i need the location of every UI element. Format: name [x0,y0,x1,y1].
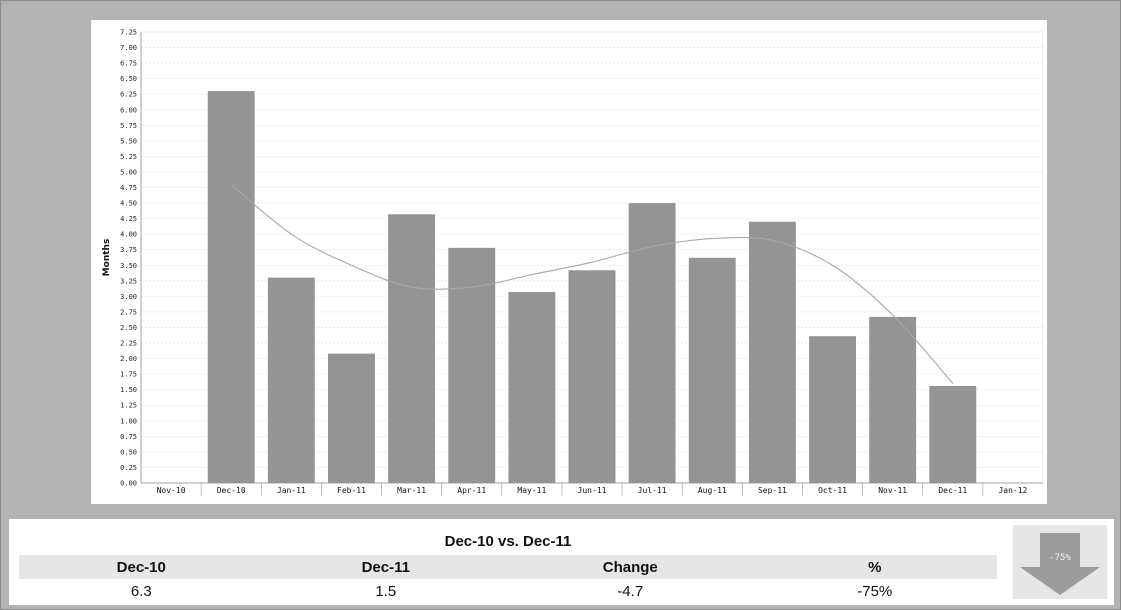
y-tick-label: 0.75 [120,433,137,441]
header-percent: % [752,555,997,579]
bar-chart: 0.00 0.25 0.50 0.75 1.00 1.25 1.50 1.75 2.00 2.25… [102,29,1044,496]
x-tick-label-Mar-11: Mar-11 [397,486,426,495]
y-tick-label: 6.50 [120,75,137,83]
y-tick-label: 6.25 [120,91,137,99]
y-tick-label: 7.25 [120,29,137,37]
value-change: -4.7 [508,579,753,603]
comparison-header-row: Dec-10 Dec-11 Change % [19,555,997,579]
chart-panel: 0.00 0.25 0.50 0.75 1.00 1.25 1.50 1.75 2.00 2.25… [91,20,1047,504]
bar-Apr-11 [448,247,496,483]
y-tick-label: 4.00 [120,231,137,239]
bar-Jan-11 [267,277,315,483]
y-tick-label: 0.25 [120,464,137,472]
trend-line [230,183,954,384]
x-tick-label-Nov-11: Nov-11 [878,486,907,495]
y-tick-label: 5.50 [120,137,137,145]
x-tick-label-Nov-10: Nov-10 [157,486,186,495]
y-tick-label: 6.75 [120,60,137,68]
y-tick-label: 3.75 [120,246,137,254]
y-tick-label: 2.25 [120,340,137,348]
y-tick-label: 4.25 [120,215,137,223]
y-tick-label: 6.00 [120,106,137,114]
bar-Nov-11 [869,316,917,483]
indicator-label: -75% [1049,553,1071,563]
x-tick-label-Jul-11: Jul-11 [638,486,667,495]
y-tick-label: 2.50 [120,324,137,332]
y-tick-label: 2.75 [120,308,137,316]
x-tick-label-Jun-11: Jun-11 [578,486,607,495]
y-tick-label: 3.25 [120,277,137,285]
header-change: Change [508,555,753,579]
y-tick-label: 3.00 [120,293,137,301]
x-tick-label-Feb-11: Feb-11 [337,486,366,495]
bar-Jul-11 [628,203,676,483]
bar-Sep-11 [748,221,796,484]
y-tick-label: 5.75 [120,122,137,130]
comparison-value-row: 6.3 1.5 -4.7 -75% [19,579,997,603]
header-start-period: Dec-10 [19,555,264,579]
x-tick-label-May-11: May-11 [517,486,546,495]
trend-indicator: -75% [1013,525,1107,599]
header-end-period: Dec-11 [263,555,508,579]
value-percent: -75% [752,579,997,603]
y-tick-label: 7.00 [120,44,137,52]
y-tick-label: 4.75 [120,184,137,192]
y-tick-label: 1.50 [120,386,137,394]
bar-Feb-11 [328,353,375,483]
y-tick-label: 0.50 [120,448,137,456]
value-end-period: 1.5 [263,579,508,603]
x-tick-label-Dec-10: Dec-10 [217,486,246,495]
y-axis-title: Months [102,239,112,277]
y-tick-label: 5.25 [120,153,137,161]
x-tick-label-Jan-11: Jan-11 [277,486,306,495]
bar-Aug-11 [688,257,736,483]
summary-panel: Dec-10 vs. Dec-11 Dec-10 Dec-11 Change %… [9,519,1114,605]
bar-Dec-11 [929,385,977,483]
bar-Oct-11 [809,336,856,483]
y-tick-label: 1.25 [120,402,137,410]
y-tick-label: 3.50 [120,262,137,270]
y-tick-label: 2.00 [120,355,137,363]
bar-Mar-11 [388,214,436,483]
bar-May-11 [508,292,556,483]
x-tick-label-Jan-12: Jan-12 [998,486,1027,495]
comparison-title: Dec-10 vs. Dec-11 [19,527,997,555]
x-tick-label-Sep-11: Sep-11 [758,486,787,495]
y-tick-label: 1.00 [120,417,137,425]
y-tick-label: 5.00 [120,168,137,176]
bar-Jun-11 [568,270,616,483]
x-tick-label-Dec-11: Dec-11 [938,486,967,495]
x-tick-label-Oct-11: Oct-11 [818,486,847,495]
bar-Dec-10 [207,91,255,483]
y-tick-label: 0.00 [120,480,137,488]
y-tick-label: 1.75 [120,371,137,379]
value-start-period: 6.3 [19,579,264,603]
y-tick-label: 4.50 [120,200,137,208]
comparison-table: Dec-10 vs. Dec-11 Dec-10 Dec-11 Change %… [19,527,997,603]
down-arrow-icon [1020,533,1100,595]
x-tick-label-Apr-11: Apr-11 [457,486,486,495]
x-tick-label-Aug-11: Aug-11 [698,486,727,495]
